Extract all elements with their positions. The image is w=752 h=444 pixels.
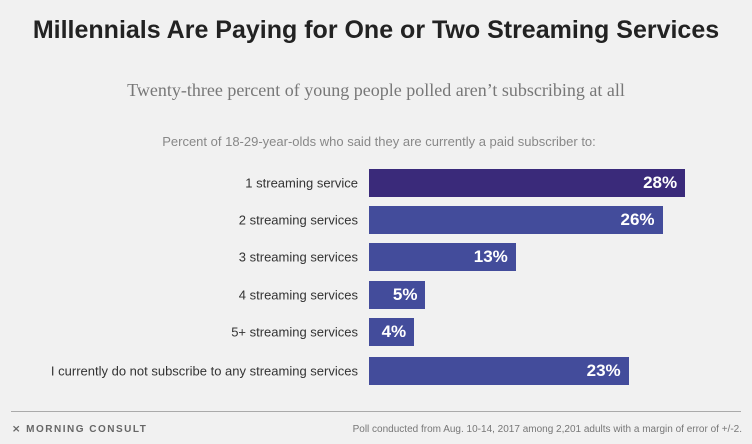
data-label: 28%	[643, 173, 678, 192]
bar: 5%	[369, 281, 426, 309]
bar: 28%	[369, 169, 686, 197]
data-label: 4%	[381, 322, 407, 341]
data-label: 13%	[473, 247, 508, 266]
category-label: 1 streaming service	[245, 175, 358, 191]
footer-divider	[11, 411, 741, 412]
chart-description: Percent of 18-29-year-olds who said they…	[162, 134, 596, 149]
bar: 26%	[369, 206, 663, 234]
category-label: 4 streaming services	[238, 287, 358, 303]
category-label: 2 streaming services	[238, 212, 358, 228]
bar: 4%	[369, 318, 415, 346]
category-label: 5+ streaming services	[231, 324, 358, 340]
data-label: 23%	[586, 361, 621, 380]
data-label: 5%	[392, 285, 418, 304]
bar: 23%	[369, 357, 629, 385]
morning-consult-logo: ⨯ MORNING CONSULT	[12, 424, 148, 435]
chart-subtitle: Twenty-three percent of young people pol…	[127, 80, 625, 100]
chart-title: Millennials Are Paying for One or Two St…	[32, 16, 720, 44]
logo-icon: ⨯	[12, 424, 22, 435]
footer-note: Poll conducted from Aug. 10-14, 2017 amo…	[352, 424, 742, 435]
category-label: I currently do not subscribe to any stre…	[50, 363, 358, 379]
bar: 13%	[369, 243, 516, 271]
category-label: 3 streaming services	[238, 249, 358, 265]
data-label: 26%	[620, 210, 655, 229]
